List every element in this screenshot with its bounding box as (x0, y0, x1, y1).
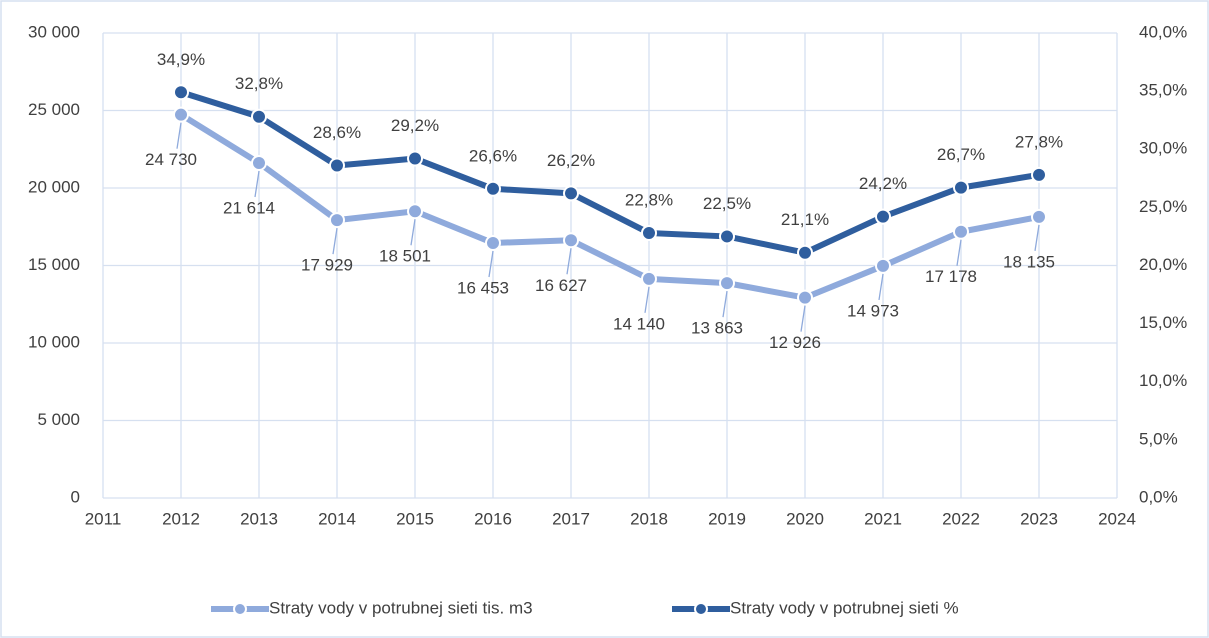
y-tick-label: 15 000 (28, 255, 80, 274)
data-label: 29,2% (391, 116, 439, 135)
data-label: 28,6% (313, 123, 361, 142)
y2-tick-label: 5,0% (1139, 429, 1178, 448)
data-label: 24 730 (145, 150, 197, 169)
x-tick-label: 2021 (864, 509, 902, 528)
data-label: 22,5% (703, 194, 751, 213)
y2-tick-label: 0,0% (1139, 487, 1178, 506)
data-label: 26,7% (937, 145, 985, 164)
data-label: 26,6% (469, 146, 517, 165)
point (953, 179, 969, 196)
x-tick-label: 2022 (942, 509, 980, 528)
legend-label: Straty vody v potrubnej sieti % (730, 598, 959, 617)
leader-line (800, 305, 806, 332)
data-label: 32,8% (235, 74, 283, 93)
data-label: 21 614 (223, 198, 275, 217)
series-line (180, 89, 1040, 256)
point (407, 203, 423, 220)
legend-marker (233, 602, 247, 616)
data-label: 14 973 (847, 301, 899, 320)
data-label: 18 501 (379, 247, 431, 266)
x-tick-label: 2020 (786, 509, 824, 528)
leader-line (878, 273, 884, 301)
y2-tick-label: 30,0% (1139, 139, 1187, 158)
point (797, 244, 813, 261)
legend-marker (694, 602, 708, 616)
data-label: 12 926 (769, 333, 821, 352)
y-tick-label: 30 000 (28, 22, 80, 41)
point (251, 108, 267, 125)
point (563, 232, 579, 249)
data-label: 13 863 (691, 319, 743, 338)
data-label: 34,9% (157, 50, 205, 69)
y-tick-label: 25 000 (28, 100, 80, 119)
x-tick-label: 2013 (240, 509, 278, 528)
leader-line (956, 239, 962, 266)
legend-label: Straty vody v potrubnej sieti tis. m3 (269, 598, 533, 617)
point (719, 228, 735, 245)
data-label: 17 178 (925, 267, 977, 286)
data-label: 16 627 (535, 276, 587, 295)
point (1031, 208, 1047, 225)
point (329, 212, 345, 229)
point (251, 154, 267, 171)
point (797, 289, 813, 306)
leader-line (488, 250, 494, 278)
y2-tick-label: 40,0% (1139, 22, 1187, 41)
data-label: 17 929 (301, 256, 353, 275)
data-label: 18 135 (1003, 252, 1055, 271)
x-tick-label: 2015 (396, 509, 434, 528)
data-label: 27,8% (1015, 132, 1063, 151)
point (641, 270, 657, 287)
point (953, 223, 969, 240)
x-tick-label: 2014 (318, 509, 356, 528)
leader-line (566, 248, 572, 275)
x-tick-label: 2017 (552, 509, 590, 528)
data-label: 24,2% (859, 174, 907, 193)
point (407, 150, 423, 167)
data-label: 16 453 (457, 278, 509, 297)
x-tick-label: 2016 (474, 509, 512, 528)
x-tick-label: 2018 (630, 509, 668, 528)
y-tick-label: 5 000 (37, 410, 80, 429)
y-tick-label: 10 000 (28, 332, 80, 351)
point (1031, 166, 1047, 183)
point (173, 106, 189, 123)
y2-tick-label: 15,0% (1139, 313, 1187, 332)
y2-tick-label: 10,0% (1139, 371, 1187, 390)
point (485, 180, 501, 197)
leader-line (410, 219, 416, 246)
y2-tick-label: 20,0% (1139, 255, 1187, 274)
point (329, 157, 345, 174)
x-tick-label: 2024 (1098, 509, 1136, 528)
leader-line (644, 286, 650, 313)
data-label: 26,2% (547, 151, 595, 170)
data-label: 22,8% (625, 190, 673, 209)
point (875, 208, 891, 225)
leader-line (722, 291, 728, 318)
leader-line (254, 170, 260, 198)
point (173, 84, 189, 101)
y-tick-label: 20 000 (28, 177, 80, 196)
x-tick-label: 2011 (85, 509, 122, 528)
data-label: 14 140 (613, 314, 665, 333)
point (641, 224, 657, 241)
y2-tick-label: 35,0% (1139, 81, 1187, 100)
leader-line (1034, 224, 1040, 252)
point (563, 185, 579, 202)
point (875, 257, 891, 274)
y2-tick-label: 25,0% (1139, 197, 1187, 216)
y-tick-label: 0 (71, 487, 80, 506)
point (485, 234, 501, 251)
x-tick-label: 2012 (162, 509, 200, 528)
series-line (179, 112, 1040, 301)
x-tick-label: 2019 (708, 509, 746, 528)
data-label: 21,1% (781, 210, 829, 229)
x-tick-label: 2023 (1020, 509, 1058, 528)
point (719, 275, 735, 292)
leader-line (176, 122, 182, 149)
leader-line (332, 228, 338, 255)
